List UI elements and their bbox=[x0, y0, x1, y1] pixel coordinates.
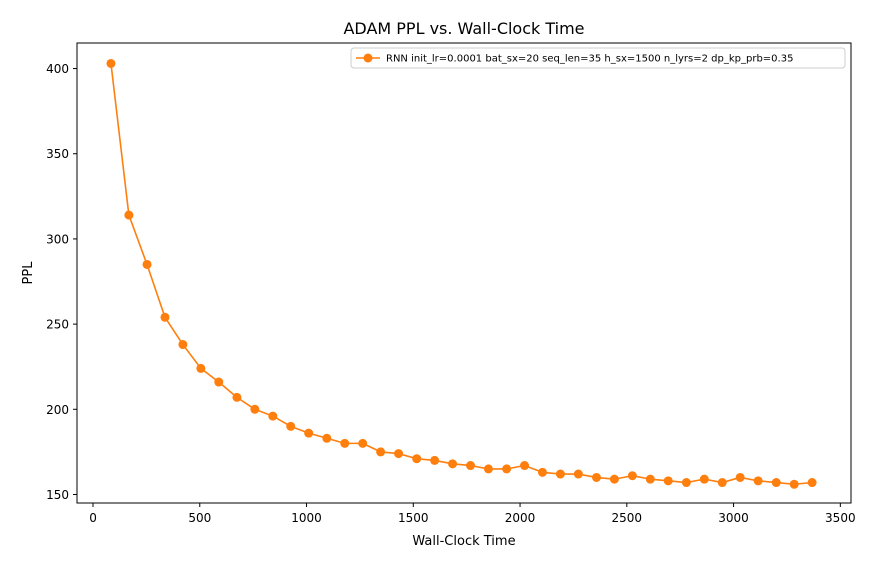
data-point bbox=[573, 469, 583, 479]
x-tick-label: 500 bbox=[188, 511, 211, 525]
data-point bbox=[681, 478, 691, 488]
data-point bbox=[268, 411, 278, 421]
data-point bbox=[142, 259, 152, 269]
y-tick-label: 250 bbox=[46, 318, 69, 332]
data-point bbox=[735, 472, 745, 482]
data-point bbox=[322, 433, 332, 443]
data-point bbox=[286, 421, 296, 431]
x-tick-label: 2000 bbox=[505, 511, 536, 525]
data-point bbox=[627, 471, 637, 481]
data-point bbox=[699, 474, 709, 484]
data-point bbox=[609, 474, 619, 484]
data-point bbox=[412, 454, 422, 464]
x-axis-label: Wall-Clock Time bbox=[412, 534, 515, 549]
x-tick-label: 0 bbox=[89, 511, 97, 525]
series-layer bbox=[106, 58, 817, 489]
data-point bbox=[537, 467, 547, 477]
data-point bbox=[663, 476, 673, 486]
legend: RNN init_lr=0.0001 bat_sx=20 seq_len=35 … bbox=[350, 47, 846, 69]
data-point bbox=[340, 438, 350, 448]
x-tick-label: 2500 bbox=[612, 511, 643, 525]
data-point bbox=[789, 479, 799, 489]
ticks-layer: 0 500 1000 1500 2000 2500 3000 3500 150 200 250 300… bbox=[46, 62, 856, 525]
y-tick-label: 150 bbox=[46, 488, 69, 502]
y-tick-label: 300 bbox=[46, 232, 69, 246]
data-point bbox=[753, 476, 763, 486]
data-point bbox=[645, 474, 655, 484]
x-tick-label: 3000 bbox=[718, 511, 749, 525]
data-point bbox=[717, 478, 727, 488]
series-line bbox=[110, 63, 813, 486]
data-point bbox=[358, 438, 368, 448]
data-point bbox=[160, 312, 170, 322]
data-point bbox=[232, 392, 242, 402]
y-tick-label: 400 bbox=[46, 62, 69, 76]
data-point bbox=[124, 210, 134, 220]
plot-frame bbox=[76, 42, 852, 504]
data-point bbox=[430, 455, 440, 465]
data-point bbox=[394, 449, 404, 459]
data-point bbox=[771, 478, 781, 488]
data-point bbox=[807, 478, 817, 488]
data-point bbox=[591, 472, 601, 482]
data-point bbox=[178, 340, 188, 350]
data-point bbox=[196, 363, 206, 373]
data-point bbox=[466, 461, 476, 471]
chart-title: ADAM PPL vs. Wall-Clock Time bbox=[343, 19, 584, 38]
data-point bbox=[304, 428, 314, 438]
legend-label: RNN init_lr=0.0001 bat_sx=20 seq_len=35 … bbox=[386, 54, 793, 65]
data-point bbox=[502, 464, 512, 474]
data-point bbox=[555, 469, 565, 479]
data-point bbox=[483, 464, 493, 474]
x-tick-label: 3500 bbox=[825, 511, 856, 525]
x-tick-label: 1500 bbox=[398, 511, 429, 525]
legend-marker-swatch bbox=[363, 53, 373, 63]
y-tick-label: 200 bbox=[46, 403, 69, 417]
y-tick-label: 350 bbox=[46, 147, 69, 161]
legend-box bbox=[350, 47, 846, 69]
data-point bbox=[106, 58, 116, 68]
y-axis-label: PPL bbox=[21, 261, 36, 285]
data-point bbox=[214, 377, 224, 387]
data-point bbox=[520, 461, 530, 471]
data-point bbox=[448, 459, 458, 469]
x-tick-label: 1000 bbox=[291, 511, 322, 525]
data-point bbox=[376, 447, 386, 457]
data-point bbox=[250, 404, 260, 414]
